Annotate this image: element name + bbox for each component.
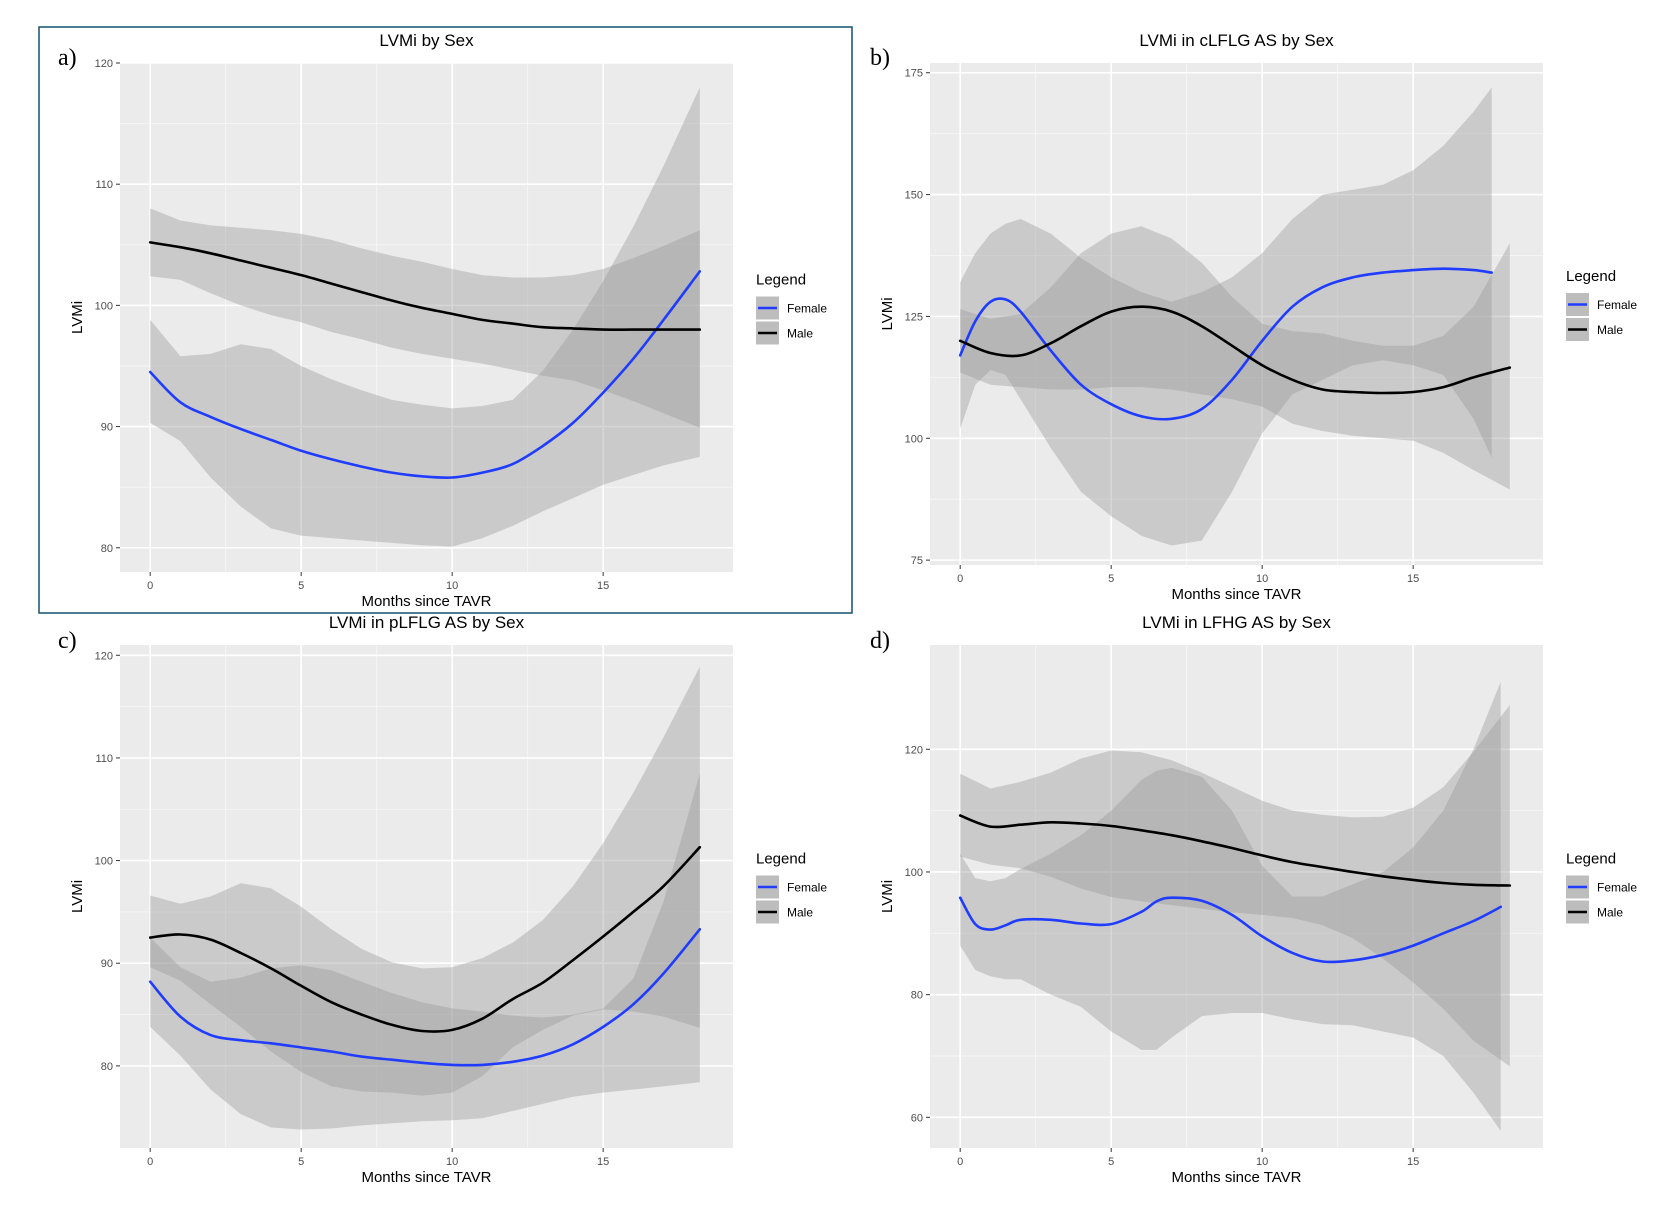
y-tick-label: 75 — [911, 555, 923, 567]
chart-title: LVMi in pLFLG AS by Sex — [329, 613, 525, 632]
panel-letter: b) — [870, 45, 890, 71]
legend-title: Legend — [1566, 851, 1616, 868]
legend-label: Male — [1597, 906, 1623, 920]
y-tick-label: 175 — [905, 68, 923, 80]
y-axis-label: LVMi — [879, 297, 896, 330]
plot-background — [930, 645, 1543, 1148]
confidence-band-female — [960, 681, 1501, 1131]
x-axis-label: Months since TAVR — [1171, 1169, 1301, 1186]
y-tick-label: 150 — [905, 190, 923, 202]
legend-label: Male — [1597, 323, 1623, 337]
x-tick-label: 0 — [147, 1156, 153, 1168]
y-tick-label: 90 — [101, 958, 113, 970]
x-tick-label: 10 — [1256, 573, 1268, 585]
x-tick-label: 15 — [1407, 1156, 1419, 1168]
plot-background — [930, 63, 1543, 565]
series-line-female — [958, 267, 1493, 421]
x-tick-label: 5 — [298, 1156, 304, 1168]
panel-letter: c) — [58, 628, 77, 654]
x-axis-label: Months since TAVR — [361, 1169, 491, 1186]
x-tick-label: 15 — [597, 580, 609, 592]
series-line-male — [148, 241, 702, 331]
y-tick-label: 125 — [905, 311, 923, 323]
y-tick-label: 100 — [905, 433, 923, 445]
highlight-frame — [38, 26, 853, 614]
chart-title: LVMi in LFHG AS by Sex — [1142, 613, 1331, 632]
confidence-band-male — [960, 705, 1510, 1067]
x-tick-label: 10 — [446, 580, 458, 592]
confidence-band-male — [150, 208, 700, 428]
x-tick-label: 10 — [1256, 1156, 1268, 1168]
x-axis-label: Months since TAVR — [1171, 586, 1301, 603]
chart-panel-3: 0 5 10 15 80 90 100 110 120 c) LVMi in pLFLG AS by… — [58, 613, 827, 1186]
y-tick-label: 110 — [95, 179, 113, 191]
x-tick-label: 10 — [446, 1156, 458, 1168]
series-line-female — [958, 896, 1502, 964]
x-tick-label: 5 — [1108, 573, 1114, 585]
legend-label: Male — [787, 327, 813, 341]
legend-label: Female — [1597, 881, 1637, 895]
confidence-band-male — [150, 666, 700, 1096]
y-tick-label: 120 — [905, 744, 923, 756]
y-axis-label: LVMi — [879, 880, 896, 913]
series-line-male — [958, 305, 1512, 395]
series-line-female — [148, 270, 702, 479]
chart-panel-4: 0 5 10 15 60 80 100 120 d) LVMi in LFHG AS by Sex… — [870, 613, 1637, 1186]
series-line-male — [148, 845, 702, 1033]
y-tick-label: 80 — [101, 1061, 113, 1073]
y-tick-label: 100 — [905, 867, 923, 879]
confidence-band-female — [960, 87, 1492, 546]
chart-panel-2: 0 5 10 15 75 100 125 150 175 b) LVMi in cLFLG AS b… — [870, 31, 1637, 603]
x-tick-label: 5 — [298, 580, 304, 592]
legend-label: Male — [787, 906, 813, 920]
y-tick-label: 80 — [911, 990, 923, 1002]
confidence-band-male — [960, 226, 1510, 490]
x-axis-label: Months since TAVR — [361, 593, 491, 610]
legend-label: Female — [787, 302, 827, 316]
y-tick-label: 60 — [911, 1112, 923, 1124]
chart-title: LVMi in cLFLG AS by Sex — [1139, 31, 1334, 50]
panel-letter: d) — [870, 628, 890, 654]
chart-panel-1: 0 5 10 15 80 90 100 110 120 a) LVMi by Sex Months s… — [38, 26, 853, 614]
x-tick-label: 15 — [1407, 573, 1419, 585]
y-tick-label: 90 — [101, 422, 113, 434]
y-tick-label: 80 — [101, 543, 113, 555]
x-tick-label: 5 — [1108, 1156, 1114, 1168]
chart-title: LVMi by Sex — [379, 31, 474, 50]
y-axis-label: LVMi — [69, 301, 86, 334]
y-tick-label: 120 — [95, 650, 113, 662]
panel-letter: a) — [58, 45, 77, 71]
y-tick-label: 100 — [95, 300, 113, 312]
y-tick-label: 120 — [95, 58, 113, 70]
x-tick-label: 0 — [957, 573, 963, 585]
x-tick-label: 0 — [147, 580, 153, 592]
x-tick-label: 0 — [957, 1156, 963, 1168]
legend-label: Female — [1597, 298, 1637, 312]
legend-title: Legend — [756, 272, 806, 289]
series-line-female — [148, 928, 702, 1067]
legend-title: Legend — [756, 851, 806, 868]
confidence-band-female — [150, 773, 700, 1130]
legend-title: Legend — [1566, 268, 1616, 285]
y-tick-label: 100 — [95, 856, 113, 868]
x-tick-label: 15 — [597, 1156, 609, 1168]
legend-label: Female — [787, 881, 827, 895]
series-line-male — [958, 814, 1512, 887]
y-tick-label: 110 — [95, 753, 113, 765]
y-axis-label: LVMi — [69, 880, 86, 913]
